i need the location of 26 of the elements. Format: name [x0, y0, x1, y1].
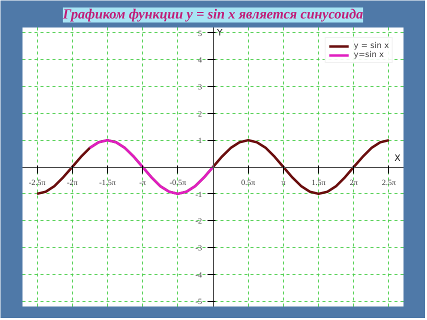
legend-label: y=sin x — [354, 50, 384, 59]
y-tick-label: -5 — [195, 297, 202, 306]
y-tick-label: -2 — [195, 216, 202, 226]
x-tick-label: -0.5π — [169, 178, 186, 187]
x-tick-label: 0.5π — [241, 178, 256, 187]
x-tick-label: 2π — [350, 178, 358, 187]
x-axis-title: X — [394, 154, 401, 164]
y-tick-label: -3 — [195, 243, 202, 252]
x-tick-label: 1.5π — [312, 178, 326, 187]
x-tick-label: -2π — [66, 178, 78, 187]
line-series — [88, 138, 214, 196]
chart-title: Графиком функции y = sin x является синусоида — [62, 8, 364, 22]
x-tick-label: 2.5π — [382, 178, 396, 187]
x-tick-label: -2.5π — [28, 178, 46, 187]
x-tick-label: π — [281, 178, 286, 187]
y-tick-label: 3 — [198, 82, 202, 92]
y-axis-title: Y — [216, 28, 223, 38]
y-tick-label: 5 — [198, 28, 202, 38]
y-tick-label: -4 — [195, 270, 202, 280]
x-tick-label: -π — [139, 178, 146, 187]
legend-label: y = sin x — [354, 41, 389, 50]
y-tick-label: 4 — [198, 56, 202, 65]
y-tick-label: 1 — [198, 136, 202, 146]
y-tick-label: 2 — [198, 109, 202, 118]
x-tick-label: -1.5π — [99, 178, 116, 187]
y-tick-label: -1 — [195, 190, 202, 199]
